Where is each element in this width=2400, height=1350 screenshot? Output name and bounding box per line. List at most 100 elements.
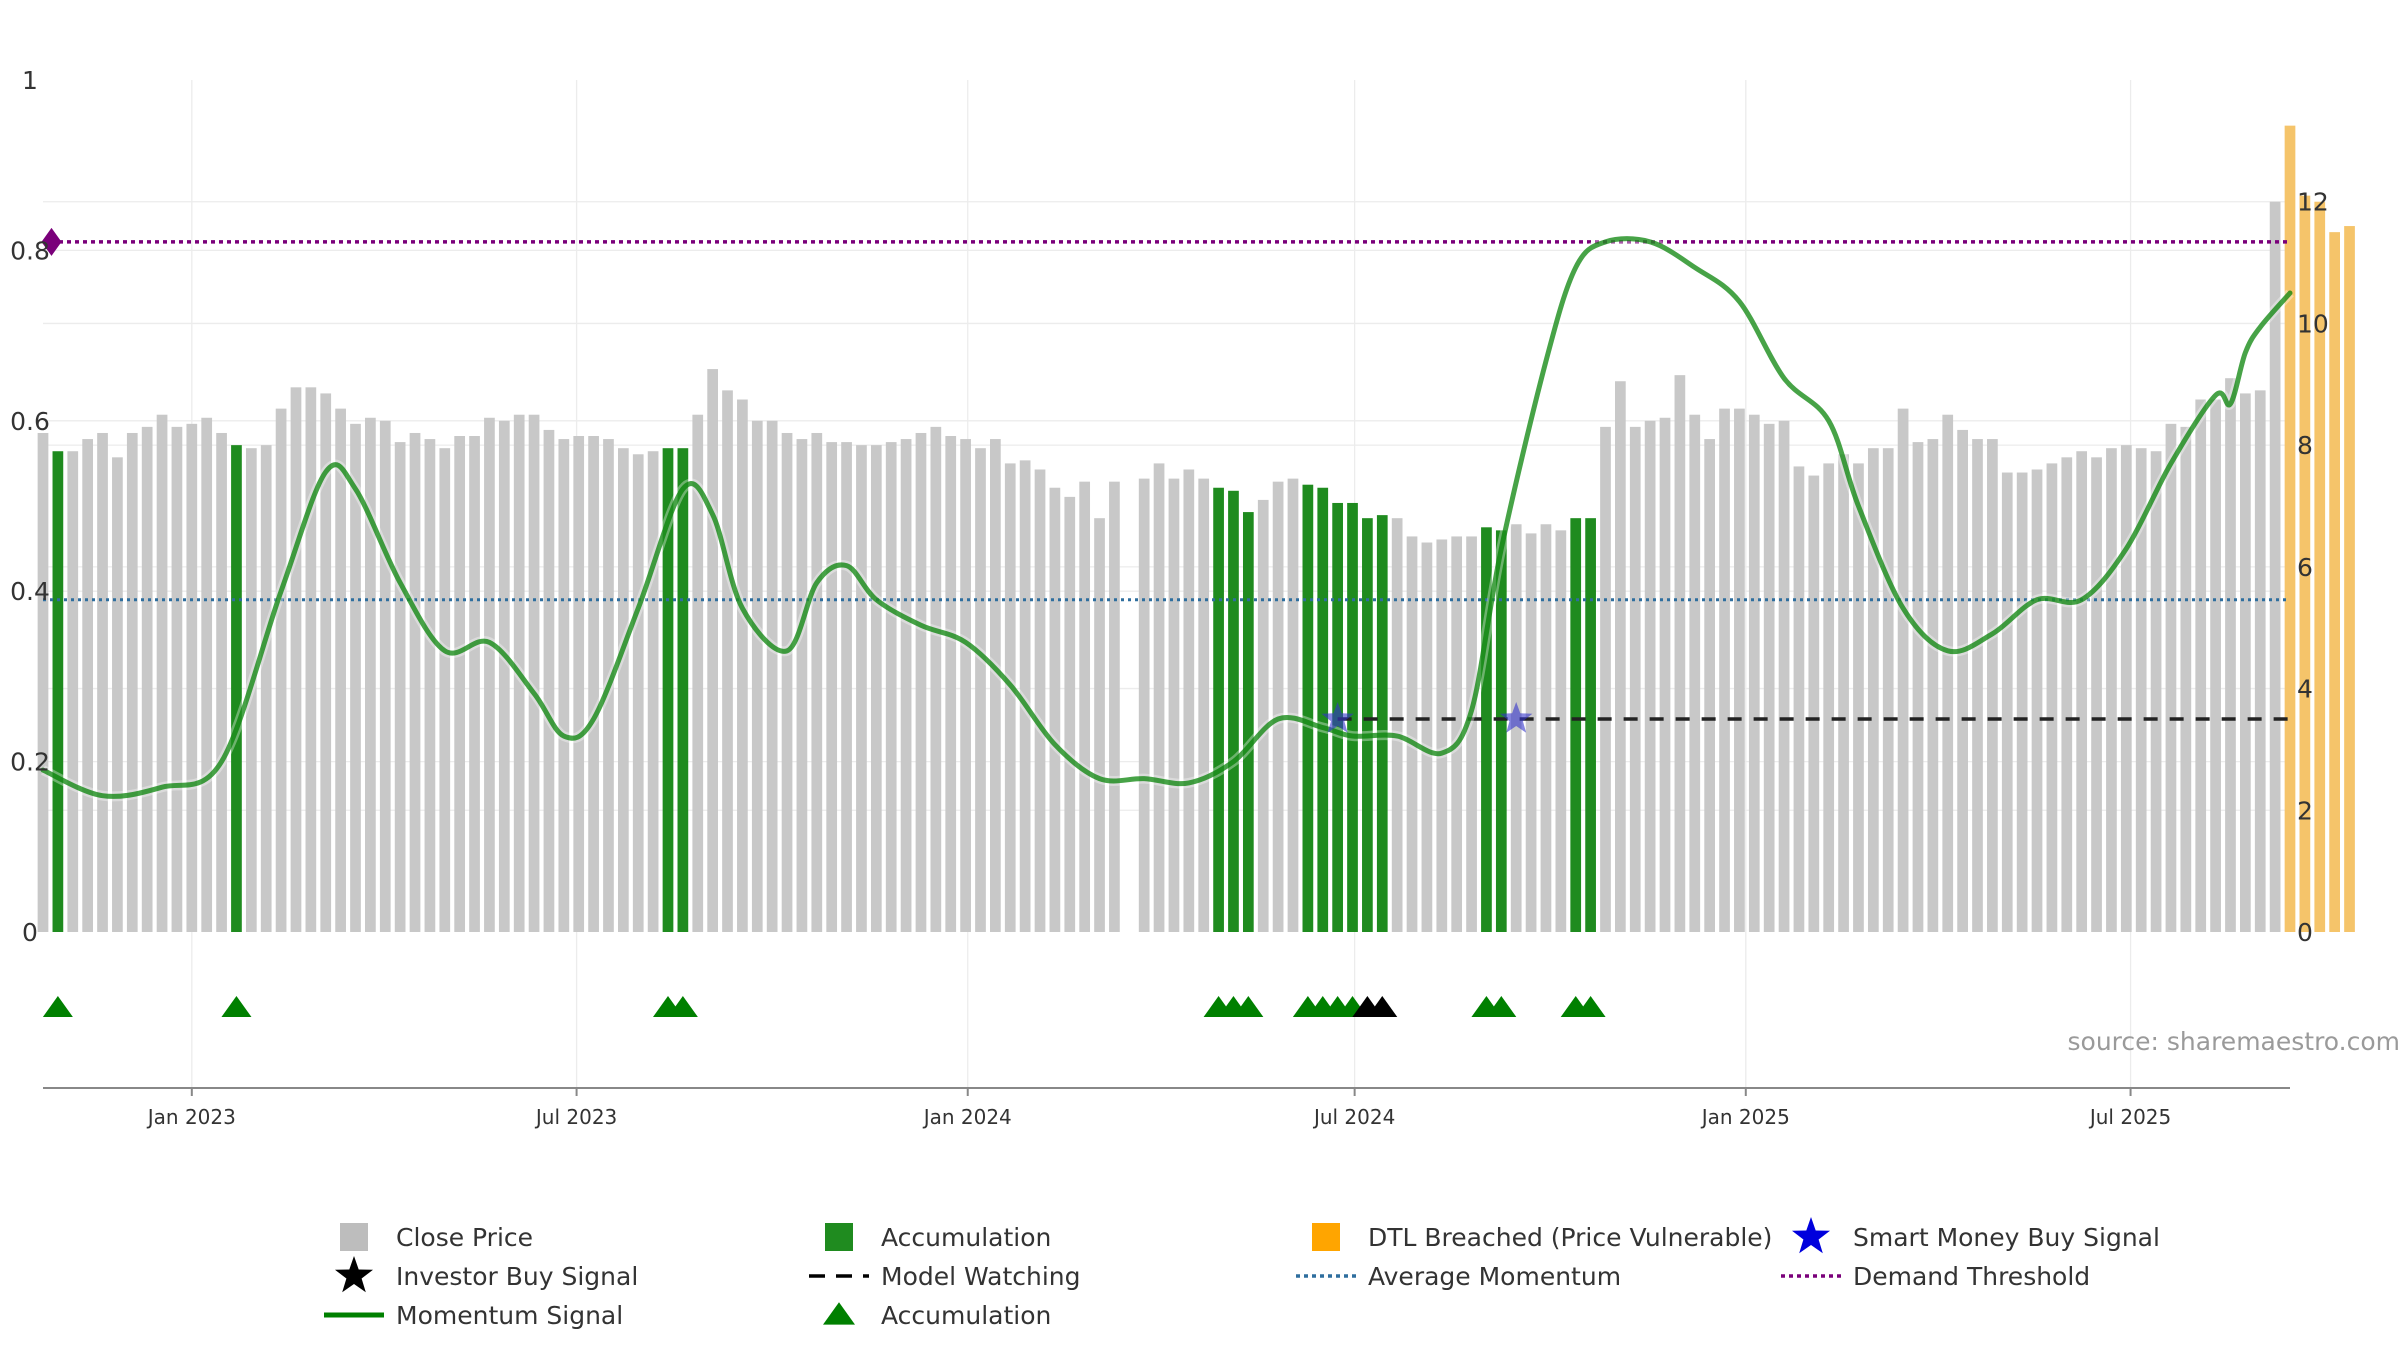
- right-tick-label: 10: [2297, 309, 2329, 338]
- close-price-bar: [1034, 469, 1046, 932]
- accumulation-bar: [1242, 512, 1254, 932]
- close-price-bar: [2210, 399, 2221, 932]
- accumulation-bar: [1570, 518, 1582, 932]
- close-price-bar: [126, 432, 138, 932]
- close-price-bar: [171, 426, 183, 932]
- close-price-bar: [2120, 445, 2132, 932]
- legend-swatch: [340, 1223, 368, 1251]
- close-price-bar: [632, 454, 644, 932]
- close-price-bar: [1109, 481, 1120, 932]
- accumulation-bar: [662, 448, 674, 932]
- close-price-bar: [1719, 408, 1730, 933]
- dtl-breached-bar: [2284, 125, 2296, 932]
- legend-item: Close Price: [340, 1223, 533, 1252]
- close-price-bar: [394, 442, 406, 932]
- close-price-bar: [1644, 420, 1656, 932]
- close-price-bar: [439, 448, 451, 932]
- demand-threshold-marker: [41, 227, 62, 256]
- close-price-bar: [722, 390, 733, 932]
- close-price-bar: [1882, 448, 1894, 932]
- accumulation-bar: [1481, 527, 1492, 932]
- close-price-bar: [1897, 408, 1909, 933]
- close-price-bar: [856, 445, 867, 932]
- legend-item: Accumulation: [823, 1301, 1051, 1330]
- close-price-bar: [1615, 381, 1626, 932]
- close-price-bar: [826, 442, 838, 932]
- close-price-bar: [37, 432, 49, 932]
- close-price-bar: [2076, 451, 2088, 932]
- close-price-bar: [930, 426, 942, 932]
- x-tick-label: Jul 2023: [534, 1105, 617, 1129]
- close-price-bar: [1272, 481, 1284, 932]
- legend-item: DTL Breached (Price Vulnerable): [1312, 1223, 1772, 1252]
- close-price-bar: [1912, 442, 1924, 932]
- close-price-bar: [1094, 518, 1105, 932]
- close-price-bar: [811, 432, 823, 932]
- close-price-bar: [588, 436, 599, 932]
- close-price-bar: [454, 436, 466, 932]
- legend: Close Price Accumulation DTL Breached (Pri…: [324, 1217, 2160, 1330]
- close-price-bar: [1451, 536, 1463, 932]
- legend-label: Investor Buy Signal: [396, 1262, 638, 1291]
- smart-money-buy-star: [1500, 702, 1533, 733]
- legend-label: Demand Threshold: [1853, 1262, 2090, 1291]
- close-price-bar: [1689, 414, 1701, 932]
- legend-label: Smart Money Buy Signal: [1853, 1223, 2160, 1252]
- close-price-bar: [543, 429, 555, 932]
- close-price-bar: [751, 420, 763, 932]
- right-tick-label: 6: [2297, 553, 2313, 582]
- close-price-bar: [900, 439, 912, 932]
- dtl-breached-bar: [2314, 201, 2326, 932]
- x-tick-label: Jan 2024: [922, 1105, 1012, 1129]
- investor-buy-triangle: [1367, 996, 1398, 1017]
- close-price-bar: [2001, 472, 2013, 932]
- close-price-bar: [1004, 463, 1016, 932]
- smart-money-buy-star: [1321, 702, 1354, 733]
- close-price-bar: [1957, 429, 1968, 932]
- close-price-bar: [186, 423, 198, 932]
- close-price-bar: [216, 432, 227, 932]
- accumulation-bar: [1347, 502, 1358, 932]
- legend-item: Investor Buy Signal: [335, 1256, 638, 1293]
- close-price-bar: [1823, 463, 1835, 932]
- close-price-bar: [2269, 201, 2281, 932]
- close-price-bar: [1838, 454, 1849, 932]
- accumulation-bar: [1495, 530, 1507, 932]
- close-price-bar: [1525, 533, 1537, 932]
- right-tick-label: 4: [2297, 675, 2313, 704]
- close-price-bar: [2225, 378, 2236, 932]
- close-price-bar: [945, 436, 957, 932]
- close-price-bar: [1391, 518, 1403, 932]
- close-price-bar: [1064, 496, 1076, 932]
- close-price-bar: [1257, 499, 1269, 932]
- close-price-bar: [97, 432, 108, 932]
- close-price-bar: [647, 451, 659, 932]
- close-price-bar: [1659, 417, 1671, 932]
- close-price-bar: [1466, 536, 1477, 932]
- accumulation-triangle: [1575, 996, 1606, 1017]
- close-price-bar: [156, 414, 168, 932]
- left-tick-label: 0.2: [10, 748, 50, 777]
- x-tick-label: Jul 2025: [2088, 1105, 2171, 1129]
- x-tick-label: Jul 2024: [1312, 1105, 1395, 1129]
- right-tick-label: 12: [2297, 188, 2329, 217]
- dtl-breached-bar: [2329, 232, 2340, 933]
- close-price-bar: [707, 369, 718, 933]
- close-price-bar: [1942, 414, 1954, 932]
- close-price-bar: [2091, 457, 2102, 932]
- close-price-bar: [2180, 426, 2192, 932]
- left-tick-label: 0: [22, 918, 38, 947]
- accumulation-triangle: [42, 996, 73, 1017]
- close-price-bar: [766, 420, 778, 932]
- close-price-bar: [2165, 423, 2177, 932]
- close-price-bar: [2031, 469, 2043, 932]
- close-price-bar: [1867, 448, 1879, 932]
- close-price-bar: [1079, 481, 1091, 932]
- accumulation-triangle: [221, 996, 252, 1017]
- close-price-bar: [424, 439, 436, 932]
- legend-item: Demand Threshold: [1781, 1262, 2090, 1291]
- close-price-bar: [2061, 457, 2073, 932]
- close-price-bar: [409, 432, 421, 932]
